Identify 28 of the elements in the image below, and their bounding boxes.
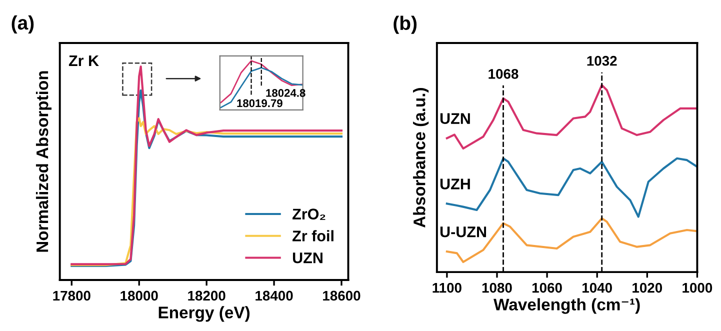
text: 1068 xyxy=(488,68,518,79)
text: Zr K xyxy=(68,55,99,66)
series-label: UZN xyxy=(440,113,470,124)
x-tick-label: 18400 xyxy=(256,290,293,301)
y-axis-title: Normalized Absorption xyxy=(36,71,52,252)
legend-label: Zr foil xyxy=(292,230,334,242)
x-tick-label: 18600 xyxy=(323,290,360,301)
y-axis-title: Absorbance (a.u.) xyxy=(413,88,429,228)
legend-label: UZN xyxy=(292,252,322,264)
annotation: 18019.79 xyxy=(237,99,282,108)
x-tick-label: 1060 xyxy=(532,282,562,293)
x-axis-title: Energy (eV) xyxy=(158,306,250,322)
x-tick-label: 18200 xyxy=(188,290,226,301)
series-label: U-UZN xyxy=(440,226,486,238)
x-tick-label: 17800 xyxy=(53,290,90,301)
x-tick-label: 1000 xyxy=(682,282,712,293)
chart-title: (a) xyxy=(12,15,34,34)
annotation: 18024.8 xyxy=(266,89,306,97)
chart-title: (b) xyxy=(394,16,417,34)
x-axis-title: Wavelength (cm⁻¹) xyxy=(494,298,640,314)
x-tick-label: 1080 xyxy=(482,282,512,293)
text: 1032 xyxy=(587,56,617,66)
x-tick-label: 1040 xyxy=(582,282,612,293)
x-tick-label: 1020 xyxy=(632,282,662,293)
x-tick-label: 1100 xyxy=(432,282,462,293)
legend-label: ZrO₂ xyxy=(292,208,326,220)
x-tick-label: 18000 xyxy=(120,290,158,301)
series-label: UZH xyxy=(440,178,470,190)
